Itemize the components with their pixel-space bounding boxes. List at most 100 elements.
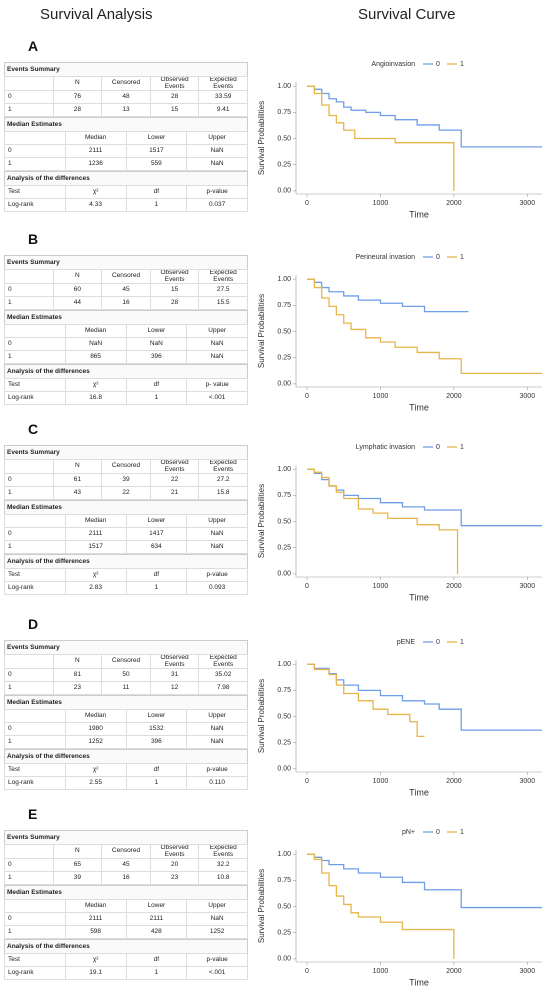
header-row: Median Lower Upper <box>4 514 248 528</box>
header-cell <box>4 76 54 91</box>
header-row: Test χ² df p-value <box>4 568 248 582</box>
header-cell: Observed Events <box>149 654 200 669</box>
cell: NaN <box>186 722 248 736</box>
cell: 20 <box>149 858 200 872</box>
x-tick-label: 3000 <box>520 200 536 207</box>
cell: 35.02 <box>198 668 248 682</box>
cell: 1 <box>4 871 54 885</box>
header-cell <box>4 514 66 528</box>
header-cell: p- value <box>186 378 248 392</box>
header-cell: Lower <box>125 899 188 913</box>
survival-curve <box>307 853 542 909</box>
legend-title: pN+ <box>402 829 415 836</box>
survival-chart: Angioinvasion 0 1 0.00 0.25 0.50 0.75 1.00 0 1000… <box>257 61 542 219</box>
stats-tables: Events Summary N Censored Observed Events Ex… <box>4 62 248 212</box>
stats-table: N Censored Observed Events Expected Events 0… <box>4 269 248 310</box>
cell: 28 <box>149 90 200 104</box>
stats-table: Median Lower Upper 0 2111 2111 NaN 1 598 428 1252 <box>4 899 248 939</box>
panel-label: D <box>28 616 39 632</box>
header-row: N Censored Observed Events Expected Events <box>4 76 248 91</box>
cell: 559 <box>125 157 188 171</box>
cell: 15.5 <box>198 296 248 310</box>
header-cell: Expected Events <box>198 844 248 859</box>
data-row: 1 1252 396 NaN <box>4 735 248 749</box>
cell: 1 <box>125 966 188 980</box>
cell: 50 <box>101 668 151 682</box>
cell: 13 <box>101 103 151 117</box>
x-tick-label: 3000 <box>520 778 536 785</box>
header-cell: N <box>52 269 103 284</box>
cell: 0 <box>4 473 54 487</box>
stats-table: Median Lower Upper 0 2111 1417 NaN 1 1517 634 NaN <box>4 514 248 554</box>
stats-tables: Events Summary N Censored Observed Events Ex… <box>4 255 248 405</box>
stats-tables: Events Summary N Censored Observed Events Ex… <box>4 445 248 595</box>
cell: 396 <box>125 735 188 749</box>
cell: 45 <box>101 283 151 297</box>
header-cell: Upper <box>186 131 248 145</box>
data-row: 1 23 11 12 7.98 <box>4 681 248 695</box>
data-row: 0 NaN NaN NaN <box>4 337 248 351</box>
cell: 48 <box>101 90 151 104</box>
stats-table: Test χ² df p-value Log-rank 19.1 1 <.001 <box>4 953 248 980</box>
x-tick-label: 0 <box>305 778 309 785</box>
cell: 12 <box>149 681 200 695</box>
x-tick-label: 1000 <box>373 778 389 785</box>
cell: Log-rank <box>4 581 66 595</box>
survival-chart: pN+ 0 1 0.00 0.25 0.50 0.75 1.00 0 1000 2000 3000 Ti… <box>257 829 542 987</box>
header-cell: Observed Events <box>149 844 200 859</box>
header-row: Test χ² df p-value <box>4 763 248 777</box>
cell: NaN <box>64 337 127 351</box>
header-cell: Censored <box>101 269 151 284</box>
header-cell: Median <box>64 899 127 913</box>
legend-title: Perineural invasion <box>355 254 415 261</box>
data-row: 1 44 16 28 15.5 <box>4 296 248 310</box>
x-tick-label: 3000 <box>520 393 536 400</box>
header-cell: Lower <box>125 131 188 145</box>
x-axis-label: Time <box>409 209 429 219</box>
cell: 15 <box>149 283 200 297</box>
cell: 44 <box>52 296 103 310</box>
header-cell: Lower <box>125 514 188 528</box>
cell: 0 <box>4 527 66 541</box>
cell: NaN <box>186 527 248 541</box>
cell: 1 <box>4 681 54 695</box>
cell: 0.037 <box>186 198 248 212</box>
cell: 45 <box>101 858 151 872</box>
y-tick-label: 0.00 <box>277 766 291 773</box>
legend-label: 1 <box>460 254 464 261</box>
cell: 396 <box>125 350 188 364</box>
header-cell: χ² <box>64 953 127 967</box>
panel-label: E <box>28 806 38 822</box>
cell: 27.5 <box>198 283 248 297</box>
section-title: Median Estimates <box>4 885 248 899</box>
cell: 2111 <box>64 144 127 158</box>
cell: NaN <box>186 735 248 749</box>
cell: 1517 <box>125 144 188 158</box>
cell: 39 <box>52 871 103 885</box>
cell: 15 <box>149 103 200 117</box>
cell: 1532 <box>125 722 188 736</box>
cell: 2111 <box>64 912 127 926</box>
cell: 1 <box>4 103 54 117</box>
header-row: Median Lower Upper <box>4 131 248 145</box>
header-cell <box>4 131 66 145</box>
survival-curve <box>307 85 455 191</box>
header-cell: Test <box>4 568 66 582</box>
y-tick-label: 0.00 <box>277 381 291 388</box>
x-tick-label: 0 <box>305 583 309 590</box>
x-tick-label: 2000 <box>446 968 462 975</box>
header-cell: χ² <box>64 763 127 777</box>
header-cell: Censored <box>101 459 151 474</box>
stats-tables: Events Summary N Censored Observed Events Ex… <box>4 640 248 790</box>
y-tick-label: 0.50 <box>277 713 291 720</box>
cell: 11 <box>101 681 151 695</box>
stats-table: Median Lower Upper 0 2111 1517 NaN 1 1236 559 NaN <box>4 131 248 171</box>
cell: 428 <box>125 925 188 939</box>
x-axis-label: Time <box>409 402 429 412</box>
y-axis-label: Survival Probabilities <box>257 679 266 753</box>
y-tick-label: 1.00 <box>277 851 291 858</box>
y-tick-label: 0.50 <box>277 328 291 335</box>
cell: <.001 <box>186 966 248 980</box>
survival-chart: Lymphatic invasion 0 1 0.00 0.25 0.50 0.75 1.00… <box>257 444 542 602</box>
header-cell: Upper <box>186 899 248 913</box>
